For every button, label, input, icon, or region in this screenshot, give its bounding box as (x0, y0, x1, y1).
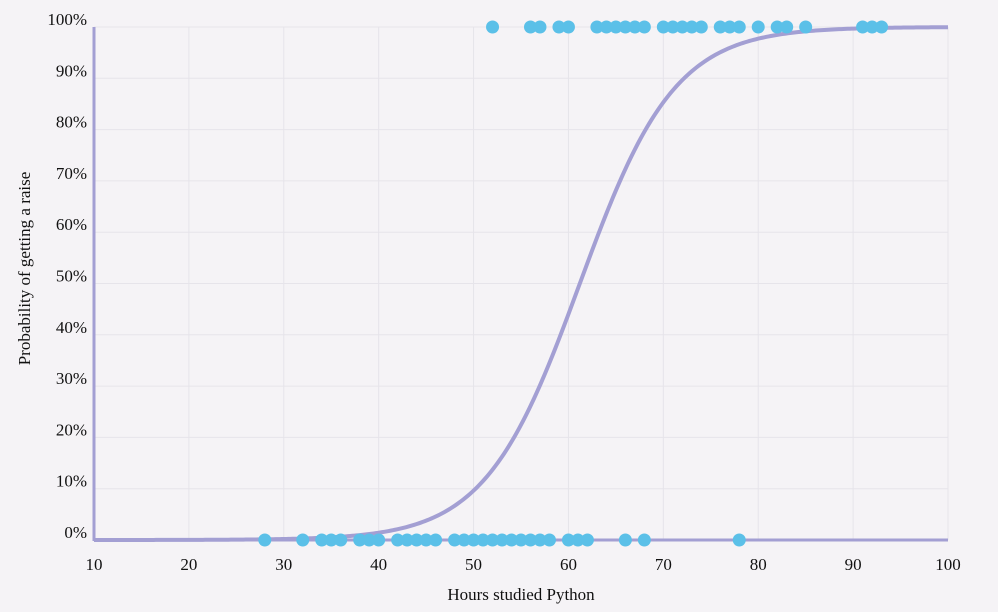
data-point-no-raise (467, 533, 481, 547)
data-point-raise (486, 20, 500, 34)
data-point-no-raise (448, 533, 462, 547)
data-point-no-raise (457, 533, 471, 547)
x-tick-label: 40 (370, 555, 387, 574)
x-tick-label: 70 (655, 555, 672, 574)
y-tick-label: 80% (56, 113, 87, 132)
data-point-raise (666, 20, 680, 34)
x-tick-label: 20 (180, 555, 197, 574)
data-point-no-raise (495, 533, 509, 547)
data-point-no-raise (732, 533, 746, 547)
data-point-raise (628, 20, 642, 34)
data-point-raise (685, 20, 699, 34)
x-tick-label: 60 (560, 555, 577, 574)
y-tick-label: 100% (47, 10, 87, 29)
data-point-no-raise (362, 533, 376, 547)
data-point-no-raise (476, 533, 490, 547)
data-point-raise (713, 20, 727, 34)
data-point-raise (780, 20, 794, 34)
data-point-raise (732, 20, 746, 34)
data-point-no-raise (580, 533, 594, 547)
grid (93, 26, 949, 541)
data-point-raise (561, 20, 575, 34)
data-point-no-raise (637, 533, 651, 547)
data-point-raise (618, 20, 632, 34)
data-point-raise (770, 20, 784, 34)
data-point-no-raise (561, 533, 575, 547)
x-tick-labels: 10 20 30 40 50 60 70 80 90 100 (86, 555, 961, 574)
data-point-no-raise (486, 533, 500, 547)
y-tick-label: 30% (56, 369, 87, 388)
data-point-raise (694, 20, 708, 34)
x-axis-title: Hours studied Python (447, 585, 595, 604)
data-point-no-raise (315, 533, 329, 547)
x-tick-label: 30 (275, 555, 292, 574)
data-point-no-raise (296, 533, 310, 547)
data-point-no-raise (410, 533, 424, 547)
data-point-raise (675, 20, 689, 34)
data-point-no-raise (618, 533, 632, 547)
x-tick-label: 100 (935, 555, 961, 574)
data-point-raise (751, 20, 765, 34)
data-point-raise (723, 20, 737, 34)
x-tick-label: 10 (86, 555, 103, 574)
data-point-no-raise (419, 533, 433, 547)
data-point-no-raise (353, 533, 367, 547)
x-tick-label: 90 (845, 555, 862, 574)
y-tick-label: 10% (56, 472, 87, 491)
data-point-raise (599, 20, 613, 34)
data-point-no-raise (514, 533, 528, 547)
data-point-no-raise (372, 533, 386, 547)
data-point-raise (865, 20, 879, 34)
y-tick-labels: 0% 10% 20% 30% 40% 50% 60% 70% 80% 90% 100% (47, 10, 87, 542)
data-point-no-raise (429, 533, 443, 547)
data-point-raise (799, 20, 813, 34)
x-tick-label: 80 (750, 555, 767, 574)
y-tick-label: 90% (56, 61, 87, 80)
data-point-raise (533, 20, 547, 34)
y-tick-label: 0% (64, 523, 87, 542)
data-point-raise (637, 20, 651, 34)
data-point-no-raise (334, 533, 348, 547)
data-point-no-raise (391, 533, 405, 547)
data-point-raise (552, 20, 566, 34)
data-point-no-raise (324, 533, 338, 547)
y-tick-label: 60% (56, 215, 87, 234)
y-tick-label: 20% (56, 420, 87, 439)
data-point-raise (523, 20, 537, 34)
data-point-no-raise (400, 533, 414, 547)
points-layer (258, 20, 889, 547)
data-point-no-raise (505, 533, 519, 547)
x-tick-label: 50 (465, 555, 482, 574)
data-point-no-raise (542, 533, 556, 547)
data-point-no-raise (258, 533, 272, 547)
data-point-no-raise (533, 533, 547, 547)
data-point-raise (609, 20, 623, 34)
data-point-no-raise (523, 533, 537, 547)
data-point-no-raise (571, 533, 585, 547)
data-point-raise (875, 20, 889, 34)
data-point-raise (590, 20, 604, 34)
data-point-raise (656, 20, 670, 34)
y-tick-label: 70% (56, 164, 87, 183)
y-tick-label: 50% (56, 267, 87, 286)
y-tick-label: 40% (56, 318, 87, 337)
y-axis-title: Probability of getting a raise (15, 172, 34, 366)
data-point-raise (856, 20, 870, 34)
